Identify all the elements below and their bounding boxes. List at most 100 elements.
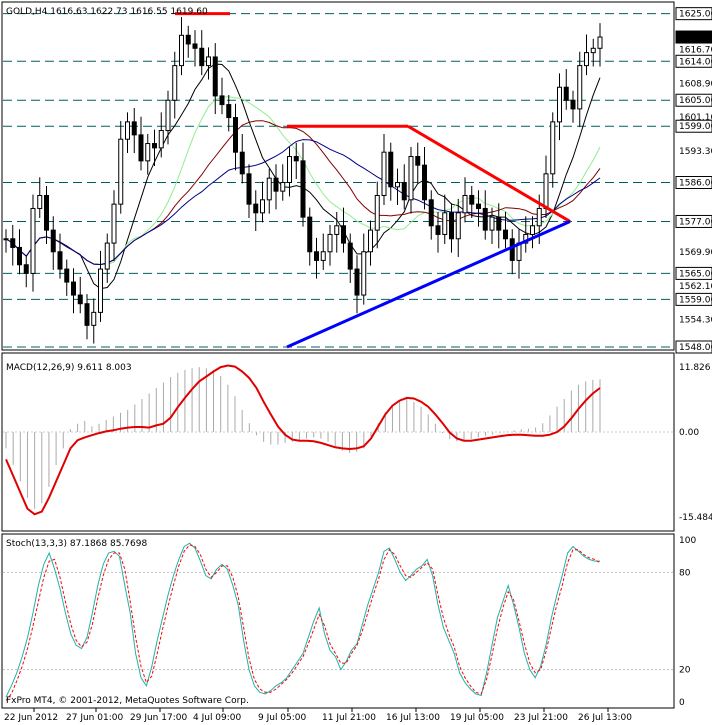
price-tick-label: 1554.30 (679, 316, 712, 326)
trendline (286, 220, 571, 349)
candle-body (543, 173, 549, 209)
price-tag (675, 93, 712, 107)
candle-body (266, 177, 272, 201)
candle-body (314, 251, 319, 261)
candle-body (199, 47, 205, 67)
price-tag (675, 54, 712, 68)
candles (3, 17, 603, 344)
time-tick-label: 22 Jun 2012 (4, 713, 58, 723)
candle-body (341, 225, 346, 244)
price-tick-label: 1619.60 (679, 33, 712, 43)
macd-title: MACD(12,26,9) 9.611 8.003 (6, 363, 132, 373)
candle-body (246, 173, 252, 205)
time-tick-label: 4 Jul 09:00 (193, 713, 242, 723)
macd-tick-label: 11.826 (679, 363, 711, 373)
candle-body (273, 177, 279, 192)
price-tick-label: 1569.90 (679, 248, 712, 258)
candle-body (185, 34, 191, 45)
candle-body (401, 181, 407, 201)
price-tick-label: 1548.00 (679, 343, 712, 353)
candle-body (347, 242, 353, 270)
candle-body (287, 156, 292, 183)
time-tick-label: 9 Jul 05:00 (258, 713, 307, 723)
time-tick-label: 16 Jul 13:00 (386, 713, 440, 723)
price-tick-label: 1565.00 (679, 269, 712, 279)
candle-body (293, 156, 299, 162)
price-axis: 1625.00 1619.60 1616.701614.00 1608.90 1605.… (675, 7, 712, 354)
candle-body (125, 121, 130, 140)
price-tag (675, 340, 712, 354)
candle-body (327, 233, 333, 253)
stoch-tick-label: 100 (679, 536, 696, 546)
candle-body (98, 268, 103, 313)
candle-body (597, 36, 603, 49)
candle-body (334, 225, 340, 235)
price-tag (675, 266, 712, 280)
price-tag (675, 292, 712, 306)
macd-histogram (3, 367, 673, 509)
candle-body (550, 121, 556, 175)
candle-body (118, 138, 124, 205)
candle-body (509, 238, 515, 261)
price-header: GOLD,H4 1616.63 1622.73 1616.55 1619.60 (6, 7, 208, 17)
stoch-tick-label: 20 (679, 666, 691, 676)
price-tick-label: 1559.00 (679, 295, 712, 305)
candle-body (476, 203, 481, 209)
macd-tick-label: -15.484 (679, 513, 712, 523)
price-tick-label: 1577.00 (679, 217, 712, 227)
candle-body (584, 52, 589, 67)
candle-body (428, 199, 434, 227)
candle-body (435, 225, 441, 235)
stoch-tick-label: 0 (679, 698, 685, 708)
stoch-main-path (5, 542, 600, 698)
candle-body (415, 156, 421, 166)
candle-body (239, 151, 245, 175)
macd-tick-label: 0.00 (679, 428, 699, 438)
candle-body (17, 246, 22, 266)
candle-body (496, 216, 502, 231)
candle-body (280, 181, 286, 192)
candle-body (260, 199, 265, 214)
candle-body (226, 104, 232, 119)
candle-body (557, 86, 562, 123)
price-panel (1, 1, 675, 351)
candle-body (91, 311, 97, 326)
candle-body (192, 43, 198, 49)
time-tick-label: 29 Jun 17:00 (130, 713, 187, 723)
stochastic-lines (3, 542, 673, 701)
candle-body (71, 281, 76, 296)
stoch-signal-path (5, 544, 601, 701)
candle-body (536, 207, 542, 227)
price-tick-label: 1616.70 (679, 46, 712, 56)
macd-axis: 11.826 0.00 -15.484 (679, 363, 712, 523)
candle-body (482, 207, 488, 231)
time-axis: 22 Jun 2012 27 Jun 01:00 29 Jun 17:00 4 Jul… (4, 708, 632, 723)
candle-body (77, 294, 83, 305)
macd-panel (1, 352, 675, 532)
candle-body (37, 194, 43, 209)
candle-body (570, 99, 576, 110)
candle-body (131, 121, 137, 136)
price-tick-label: 1601.10 (679, 113, 712, 123)
candle-body (354, 268, 360, 296)
price-tag (675, 30, 712, 44)
price-tick-label: 1605.00 (679, 96, 712, 106)
candle-body (530, 225, 535, 235)
candle-body (253, 203, 259, 214)
candle-body (233, 117, 238, 153)
candle-body (84, 303, 90, 326)
price-tick-label: 1599.00 (679, 122, 712, 132)
candle-body (462, 194, 468, 214)
candle-body (179, 34, 184, 67)
candle-body (212, 56, 218, 97)
time-tick-label: 11 Jul 21:00 (322, 713, 376, 723)
candle-body (374, 194, 380, 231)
time-tick-label: 23 Jul 21:00 (514, 713, 568, 723)
stoch-tick-label: 80 (679, 568, 691, 578)
candle-body (3, 238, 9, 241)
candle-body (590, 47, 596, 54)
candle-body (172, 65, 178, 101)
candle-body (442, 212, 448, 235)
candle-body (145, 143, 151, 162)
